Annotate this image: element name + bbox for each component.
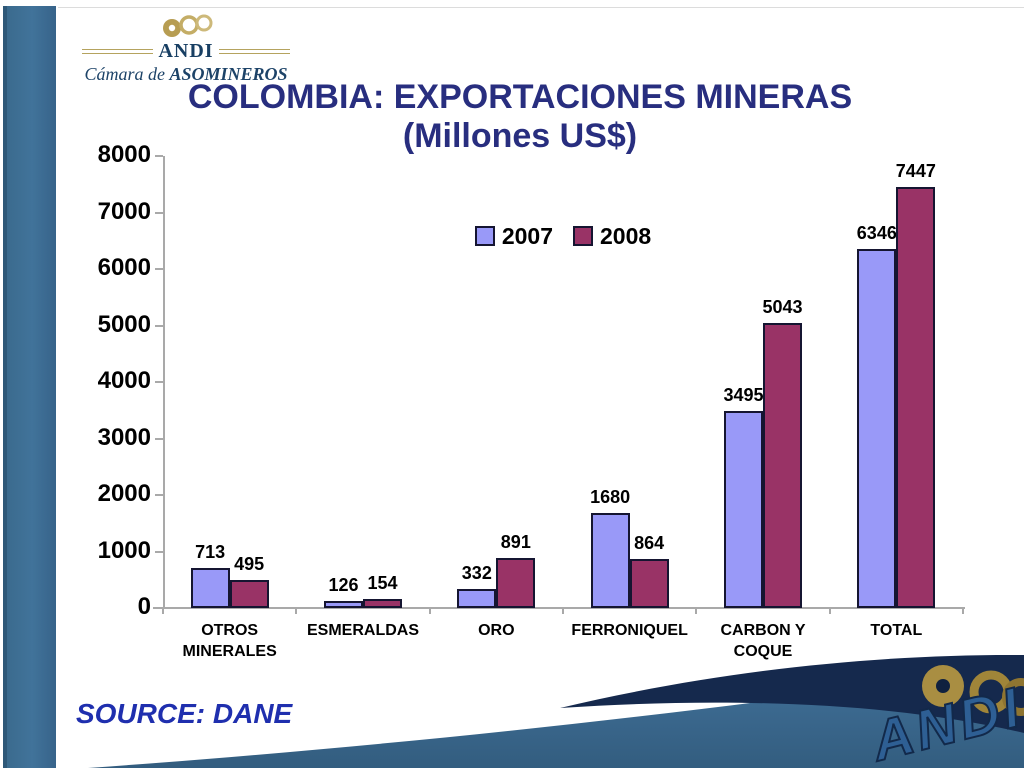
- category-label-total: TOTAL: [870, 622, 923, 639]
- logo-org-name: ANDI: [158, 40, 214, 62]
- bottom-teal-wedge: [88, 664, 1024, 768]
- y-tick-mark: [155, 437, 163, 440]
- bar-2007-oro: [457, 589, 497, 608]
- bar-value-2007-ferroniquel: 1680: [590, 487, 631, 508]
- legend-label-2008: 2008: [600, 223, 652, 249]
- y-tick-label-4000: 4000: [97, 367, 151, 394]
- x-tick-mark: [162, 608, 164, 614]
- legend-swatch-2008: [573, 226, 593, 246]
- logo-suborg: Cámara de ASOMINEROS: [82, 64, 290, 85]
- y-tick-label-0: 0: [137, 593, 151, 620]
- source-text: SOURCE: DANE: [76, 698, 293, 729]
- bar-value-2008-total: 7447: [895, 161, 936, 182]
- y-tick-label-6000: 6000: [97, 254, 151, 281]
- bar-2008-otros-minerales: [229, 580, 269, 608]
- y-tick-mark: [155, 494, 163, 496]
- category-label-ferroniquel: FERRONIQUEL: [571, 622, 688, 639]
- logo-rule-left: [82, 48, 154, 54]
- x-tick-mark: [428, 608, 431, 614]
- bar-value-2007-total: 6346: [856, 223, 897, 244]
- x-tick-mark: [295, 608, 298, 614]
- bar-2007-ferroniquel: [590, 513, 630, 608]
- andi-logo: ANDI Cámara de ASOMINEROS: [82, 14, 290, 85]
- bottom-swoosh-decoration: ANDI: [88, 654, 1024, 768]
- bar-2008-esmeraldas: [363, 599, 402, 608]
- x-tick-mark: [828, 608, 831, 614]
- bar-2008-total: [896, 187, 936, 608]
- bar-value-2007-carbon-y-coque: 3495: [723, 384, 764, 405]
- chart-title: COLOMBIA: EXPORTACIONES MINERAS (Millone…: [150, 78, 890, 156]
- bar-value-2008-ferroniquel: 864: [634, 533, 665, 554]
- legend-item-2007: 2007: [474, 223, 553, 249]
- logo-suborg-name: ASOMINEROS: [169, 64, 288, 84]
- y-axis-line: [163, 156, 165, 608]
- y-tick-label-5000: 5000: [97, 310, 151, 338]
- category-label-esmeraldas: ESMERALDAS: [306, 622, 419, 639]
- x-tick-mark: [695, 608, 698, 614]
- bar-2007-otros-minerales: [190, 567, 230, 608]
- y-tick-label-1000: 1000: [97, 536, 151, 564]
- andi-swirl-icon: [163, 14, 213, 37]
- legend-label-2007: 2007: [501, 223, 553, 249]
- y-tick-label-8000: 8000: [97, 141, 151, 168]
- chart-title-line2: (Millones US$): [402, 117, 638, 155]
- bar-value-2007-otros-minerales: 713: [195, 541, 226, 562]
- chart-title-line1: COLOMBIA: EXPORTACIONES MINERAS: [187, 78, 853, 116]
- y-tick-mark: [155, 607, 163, 609]
- y-tick-mark: [155, 268, 163, 270]
- y-tick-mark: [155, 155, 163, 157]
- bar-2007-total: [857, 249, 897, 608]
- bottom-navy-swoosh: [560, 654, 1024, 733]
- x-tick-mark: [562, 608, 564, 614]
- y-tick-mark: [155, 324, 163, 327]
- category-label-oro: ORO: [478, 622, 515, 639]
- bar-2008-ferroniquel: [629, 559, 669, 608]
- x-axis-line: [153, 607, 965, 609]
- legend-swatch-2007: [474, 226, 495, 246]
- chart-legend: 2007 2008: [163, 224, 963, 248]
- bar-2008-carbon-y-coque: [763, 323, 802, 608]
- bar-value-2008-esmeraldas: 154: [367, 573, 398, 594]
- y-tick-label-7000: 7000: [97, 197, 151, 225]
- bar-2007-esmeraldas: [324, 600, 363, 608]
- logo-suborg-prefix: Cámara de: [84, 64, 165, 84]
- y-tick-label-3000: 3000: [97, 423, 151, 451]
- left-decoration-band: [3, 6, 56, 768]
- bar-2008-oro: [496, 557, 536, 608]
- category-label-carbon-y-coque: CARBON Y COQUE: [720, 622, 806, 660]
- bar-value-2008-oro: 891: [500, 531, 531, 552]
- logo-rule-right: [218, 48, 290, 54]
- y-tick-mark: [155, 211, 163, 214]
- bar-value-2008-otros-minerales: 495: [234, 554, 265, 575]
- y-tick-mark: [155, 550, 163, 553]
- y-tick-mark: [155, 381, 163, 383]
- bar-value-2008-carbon-y-coque: 5043: [762, 297, 803, 318]
- bar-value-2007-esmeraldas: 126: [328, 574, 359, 595]
- y-tick-label-2000: 2000: [97, 480, 151, 507]
- andi-rings-icon: [922, 665, 1024, 716]
- bar-2007-carbon-y-coque: [724, 410, 763, 608]
- legend-item-2008: 2008: [573, 224, 651, 248]
- x-tick-mark: [962, 608, 964, 614]
- bar-value-2007-oro: 332: [461, 563, 492, 584]
- category-label-otros-minerales: OTROS MINERALES: [182, 622, 277, 660]
- top-border-line: [58, 7, 1024, 8]
